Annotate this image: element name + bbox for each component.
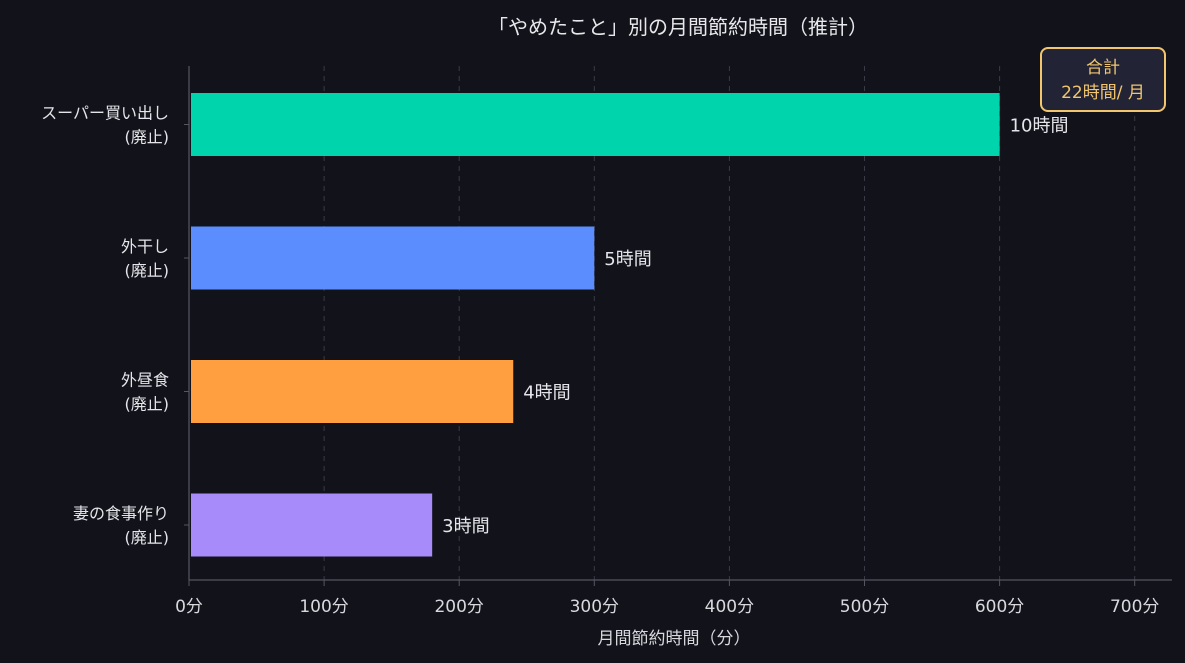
y-tick-label: 外昼食 (廃止)	[121, 371, 169, 414]
y-tick-label-line: 外干し	[121, 237, 169, 256]
y-tick-label-line: (廃止)	[125, 528, 170, 547]
data-label: 5時間	[604, 249, 651, 270]
x-tick-label: 0分	[175, 597, 203, 617]
x-tick-label: 500分	[840, 597, 889, 617]
labels: 0分 100分 200分 300分 400分 500分 600分 700分 10時間 スーパー買い…	[41, 104, 1159, 618]
y-tick-label-line: 妻の食事作り	[73, 504, 169, 523]
total-annotation-text: 合計 22時間/ 月	[1061, 58, 1145, 103]
data-label: 4時間	[523, 383, 570, 404]
total-annotation-line: 合計	[1086, 58, 1120, 78]
y-tick-label-line: スーパー買い出し	[41, 104, 169, 123]
x-tick-label: 400分	[705, 597, 754, 617]
x-tick-label: 200分	[434, 597, 483, 617]
bars	[191, 93, 1000, 557]
axes	[184, 66, 1172, 586]
y-tick-label-line: (廃止)	[125, 128, 170, 147]
x-tick-label: 300分	[570, 597, 619, 617]
x-tick-label: 700分	[1110, 597, 1159, 617]
y-tick-label-line: 外昼食	[121, 371, 169, 390]
x-axis-label: 月間節約時間（分）	[598, 629, 751, 649]
bar	[191, 493, 433, 557]
total-annotation-line: 22時間/ 月	[1061, 83, 1145, 103]
bar	[191, 93, 1000, 156]
data-label: 3時間	[442, 516, 489, 537]
y-tick-label-line: (廃止)	[125, 395, 170, 414]
y-tick-label: 外干し (廃止)	[121, 237, 169, 280]
x-tick-label: 600分	[975, 597, 1024, 617]
y-tick-label: スーパー買い出し (廃止)	[41, 104, 169, 147]
total-annotation-box	[1040, 47, 1166, 112]
y-tick-label-line: (廃止)	[125, 261, 170, 280]
data-label: 10時間	[1010, 116, 1069, 137]
total-annotation: 合計 22時間/ 月	[1040, 47, 1166, 112]
bar	[191, 226, 595, 290]
y-tick-label: 妻の食事作り (廃止)	[73, 504, 169, 547]
bar	[191, 360, 514, 423]
x-tick-label: 100分	[299, 597, 348, 617]
chart-title: 「やめたこと」別の月間節約時間（推計）	[488, 15, 868, 39]
